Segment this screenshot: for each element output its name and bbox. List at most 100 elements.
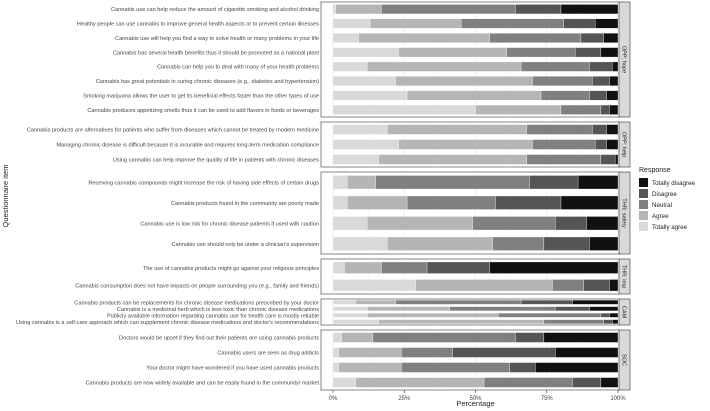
bar-segment (344, 261, 382, 274)
facet-strip-label: OPP: hope (621, 46, 627, 73)
bar-segment (332, 332, 342, 343)
bar-segment (600, 154, 616, 165)
bar-segment (347, 175, 376, 190)
bar-segment (332, 90, 408, 101)
bar-segment (543, 332, 619, 343)
bar-segment (586, 216, 619, 231)
item-label: Cannabis has great potentials in curing … (96, 79, 319, 85)
bar-segment (341, 332, 374, 343)
legend-swatch (639, 178, 648, 187)
bar-segment (609, 279, 619, 292)
item-label: Publicly available information regarding… (107, 313, 319, 319)
facet-panel: Cannabis products can be replacements fo… (16, 298, 631, 326)
bar-segment (552, 279, 584, 292)
bar-segment (543, 236, 590, 251)
item-label: Your doctor might have wondered if you h… (146, 366, 319, 372)
bar-segment (495, 195, 562, 210)
item-label: Cannabis use will help you find a way to… (115, 36, 319, 42)
bar-segment (367, 312, 499, 318)
legend-swatch (639, 189, 648, 198)
bar-segment (332, 76, 396, 86)
legend-label: Totally agree (652, 224, 688, 231)
facet-strip (618, 329, 631, 391)
bar-segment (600, 312, 610, 318)
bar-segment (398, 47, 507, 58)
bar-segment (609, 312, 619, 318)
bar-segment (332, 299, 356, 305)
legend-swatch (639, 222, 648, 231)
item-label: Cannabis users are seen as drug addicts (217, 351, 319, 357)
bar-segment (347, 195, 408, 210)
bar-segment (332, 4, 336, 15)
bar-segment (452, 347, 556, 358)
bar-segment (381, 4, 516, 15)
bar-segment (543, 319, 604, 325)
bar-segment (520, 61, 590, 72)
x-tick-label: 50% (469, 396, 482, 402)
x-tick-label: 100% (610, 396, 626, 402)
bar-segment (461, 18, 564, 29)
bar-segment (595, 139, 607, 150)
bar-segment (332, 33, 359, 43)
item-label: Cannabis has several health benefits thu… (113, 50, 320, 56)
bar-segment (332, 312, 368, 318)
bar-segment (526, 154, 602, 165)
bar-segment (332, 306, 368, 312)
bar-segment (589, 61, 613, 72)
bar-segment (592, 76, 610, 86)
facet-strip (618, 258, 631, 295)
item-label: Cannabis use is low risk for chronic dis… (140, 221, 319, 227)
bar-segment (415, 279, 553, 292)
item-label: Cannabis products found in the community… (171, 201, 319, 207)
bar-segment (563, 18, 596, 29)
bar-segment (609, 104, 619, 115)
bar-segment (595, 18, 619, 29)
bar-segment (332, 18, 371, 29)
item-label: Cannabis can help you to deal with many … (157, 65, 319, 71)
item-label: Cannabis products are now widely availab… (85, 381, 319, 387)
item-label: Cannabis is a medicinal herb which is le… (117, 307, 319, 313)
bar-segment (355, 377, 485, 388)
bar-segment (583, 279, 610, 292)
legend-label: Neutral (652, 202, 672, 209)
bar-segment (406, 195, 496, 210)
bar-segment (612, 319, 619, 325)
bar-segment (612, 61, 619, 72)
bar-segment (600, 377, 619, 388)
item-label: Cannabis products can be replacements fo… (74, 300, 319, 306)
bar-segment (606, 124, 619, 135)
facet-strip (618, 121, 631, 168)
legend-swatch (639, 200, 648, 209)
bar-segment (375, 175, 530, 190)
bar-segment (560, 4, 619, 15)
bar-segment (372, 332, 516, 343)
bar-segment (483, 377, 573, 388)
bar-segment (369, 18, 462, 29)
bar-segment (520, 299, 573, 305)
bar-segment (498, 312, 602, 318)
y-axis-title: Questionnaire item (1, 165, 10, 228)
legend-entries: Totally disagree Disagree Neutral Agree Tota… (639, 178, 696, 231)
bar-segment (332, 261, 345, 274)
bar-segment (338, 362, 402, 373)
bar-segment (332, 195, 348, 210)
facet-panel: The use of cannabis products might go ag… (75, 258, 631, 295)
bar-segment (575, 47, 602, 58)
bar-segment (332, 139, 399, 150)
bar-segment (332, 124, 388, 135)
facet-strip-label: OPP: help (621, 132, 627, 158)
bar-segment (509, 362, 536, 373)
bar-segment (572, 377, 602, 388)
x-tick-label: 25% (398, 396, 411, 402)
bar-segment (332, 154, 379, 165)
bar-segment (515, 4, 562, 15)
bar-segment (555, 216, 587, 231)
facet-panel: Cannabis use can help reduce the amount … (77, 1, 631, 118)
bar-segment (555, 347, 619, 358)
bar-segment (335, 4, 382, 15)
legend: Response Totally disagree Disagree Neutral… (639, 167, 696, 231)
item-label: Cannabis products are alternatives for p… (27, 128, 319, 134)
legend-swatch (639, 211, 648, 220)
x-axis: 0% 25% 50% 75% 100% (329, 390, 626, 402)
bar-segment (555, 306, 590, 312)
